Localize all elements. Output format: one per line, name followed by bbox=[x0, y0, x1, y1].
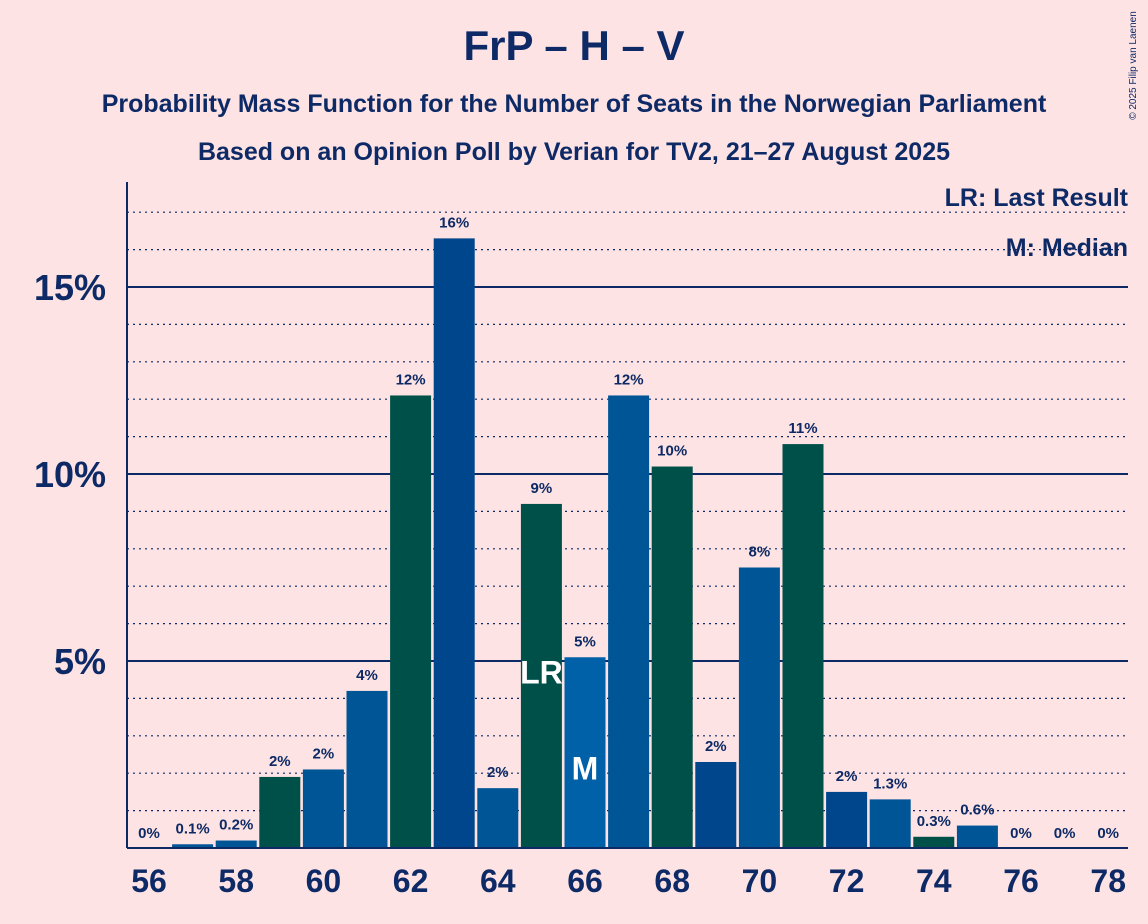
axes: 5% 10% 15% 56 58 60 62 64 66 68 70 72 74 76 78 bbox=[34, 182, 1128, 899]
x-tick-label: 56 bbox=[131, 863, 167, 899]
bar-seat-72 bbox=[826, 791, 868, 848]
bars bbox=[172, 238, 998, 848]
bar-seat-59 bbox=[259, 776, 301, 848]
data-label-seat-74: 0.3% bbox=[917, 813, 951, 830]
legend-last-result: LR: Last Result bbox=[944, 184, 1128, 212]
chart-subtitle-2: Based on an Opinion Poll by Verian for T… bbox=[197, 138, 951, 166]
chart-title: FrP – H – V bbox=[463, 22, 685, 69]
median-marker: M bbox=[572, 750, 599, 786]
data-label-seat-61: 4% bbox=[356, 667, 378, 684]
x-tick-label: 72 bbox=[829, 863, 865, 899]
data-label-seat-57: 0.1% bbox=[175, 820, 209, 837]
bar-seat-71 bbox=[782, 444, 824, 848]
data-label-seat-73: 1.3% bbox=[873, 775, 907, 792]
bar-seat-74 bbox=[913, 836, 955, 848]
data-label-seat-68: 10% bbox=[657, 443, 687, 460]
gridlines bbox=[127, 211, 1128, 812]
bar-seat-63 bbox=[433, 238, 475, 848]
x-tick-label: 74 bbox=[916, 863, 952, 899]
bar-seat-73 bbox=[869, 799, 911, 848]
bar-seat-70 bbox=[738, 567, 780, 848]
bar-seat-62 bbox=[390, 395, 432, 848]
data-label-seat-60: 2% bbox=[313, 745, 335, 762]
x-tick-label: 78 bbox=[1090, 863, 1126, 899]
data-label-seat-65: 9% bbox=[531, 480, 553, 497]
bar-seat-57 bbox=[172, 844, 214, 848]
data-label-seat-72: 2% bbox=[836, 768, 858, 785]
data-label-seat-69: 2% bbox=[705, 738, 727, 755]
data-label-seat-70: 8% bbox=[749, 544, 771, 561]
bar-seat-58 bbox=[215, 840, 257, 848]
x-tick-label: 60 bbox=[306, 863, 342, 899]
bar-seat-60 bbox=[302, 769, 344, 848]
x-tick-label: 64 bbox=[480, 863, 516, 899]
data-label-seat-75: 0.6% bbox=[960, 802, 994, 819]
bar-seat-61 bbox=[346, 690, 388, 848]
x-tick-label: 70 bbox=[742, 863, 778, 899]
y-tick-label: 5% bbox=[54, 641, 106, 682]
y-tick-label: 10% bbox=[34, 454, 106, 495]
data-label-seat-63: 16% bbox=[439, 214, 469, 231]
bar-seat-64 bbox=[477, 788, 519, 848]
chart-subtitle-1: Probability Mass Function for the Number… bbox=[101, 90, 1047, 118]
data-label-seat-56: 0% bbox=[138, 825, 160, 842]
x-tick-label: 76 bbox=[1003, 863, 1039, 899]
data-label-seat-76: 0% bbox=[1010, 825, 1032, 842]
data-label-seat-64: 2% bbox=[487, 764, 509, 781]
data-label-seat-78: 0% bbox=[1097, 825, 1119, 842]
x-tick-label: 66 bbox=[567, 863, 603, 899]
bar-seat-65 bbox=[520, 503, 562, 848]
x-tick-label: 62 bbox=[393, 863, 429, 899]
bar-seat-68 bbox=[651, 466, 693, 848]
data-label-seat-59: 2% bbox=[269, 753, 291, 770]
x-tick-label: 58 bbox=[218, 863, 254, 899]
data-label-seat-66: 5% bbox=[574, 633, 596, 650]
bar-seat-69 bbox=[695, 761, 737, 848]
x-tick-label: 68 bbox=[654, 863, 690, 899]
data-label-seat-67: 12% bbox=[614, 371, 644, 388]
bar-seat-67 bbox=[608, 395, 650, 848]
bar-seat-66 bbox=[564, 657, 606, 848]
data-label-seat-58: 0.2% bbox=[219, 817, 253, 834]
y-tick-label: 15% bbox=[34, 267, 106, 308]
data-labels: 0% 0.1% 0.2% 2% 2% 4% 12% 16% 2% 9% 5% 12% 10% 2% 8% 11… bbox=[138, 214, 1119, 842]
data-label-seat-71: 11% bbox=[788, 420, 817, 437]
last-result-marker: LR bbox=[520, 654, 563, 690]
data-label-seat-62: 12% bbox=[396, 371, 426, 388]
legend-median: M: Median bbox=[1005, 234, 1128, 262]
data-label-seat-77: 0% bbox=[1054, 825, 1076, 842]
bar-seat-75 bbox=[956, 825, 998, 848]
